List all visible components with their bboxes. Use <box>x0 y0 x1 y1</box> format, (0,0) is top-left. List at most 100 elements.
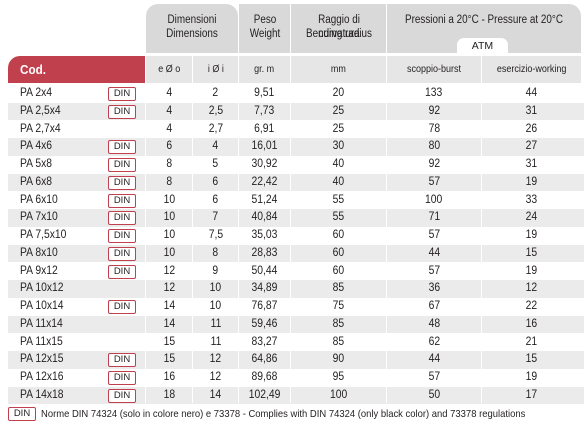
table-row: PA 2,7x4 4 2,7 6,91 25 78 26 <box>8 121 584 139</box>
row-working: 31 <box>525 158 538 170</box>
row-working: 31 <box>525 104 538 117</box>
row-working: 15 <box>525 246 538 259</box>
header-atm-unit: ATM <box>457 38 508 53</box>
row-id: 7,5 <box>208 229 223 241</box>
row-code: PA 11x14 <box>20 317 63 330</box>
footer-note: DIN Norme DIN 74324 (solo in colore nero… <box>8 406 584 422</box>
row-id: 5 <box>212 158 219 170</box>
row-weight: 30,92 <box>251 158 278 170</box>
row-burst: 44 <box>428 353 440 366</box>
row-od: 10 <box>163 229 175 241</box>
row-id: 11 <box>210 335 221 348</box>
row-id: 6 <box>212 175 219 188</box>
row-id: 7 <box>212 211 219 224</box>
row-code: PA 11x15 <box>20 335 63 348</box>
table-row: PA 4x6 DIN 6 4 16,01 30 80 27 <box>8 138 584 156</box>
row-od: 15 <box>163 353 175 366</box>
table-row: PA 10x12 12 10 34,89 85 36 12 <box>8 280 584 298</box>
header-weight-it: Peso <box>253 14 277 26</box>
din-badge: DIN <box>108 104 136 119</box>
row-working: 26 <box>525 122 538 135</box>
row-od: 10 <box>163 211 175 224</box>
row-id: 2,5 <box>208 104 223 117</box>
burst-header: scoppio-burst <box>387 56 481 83</box>
row-radius: 55 <box>332 211 345 224</box>
row-code: PA 12x15 <box>20 353 64 366</box>
row-id: 14 <box>209 388 222 401</box>
row-od: 10 <box>163 193 175 206</box>
din-badge: DIN <box>108 388 136 403</box>
header-bending-en: Bending radius <box>305 28 372 40</box>
table-row: PA 7x10 DIN 10 7 40,84 55 71 24 <box>8 209 584 227</box>
table-row: PA 10x14 DIN 14 10 76,87 75 67 22 <box>8 298 584 316</box>
table-row: PA 6x8 DIN 8 6 22,42 40 57 19 <box>8 173 584 192</box>
row-code: PA 4x6 <box>20 140 53 153</box>
row-code: PA 6x8 <box>20 175 53 188</box>
row-code: PA 2,5x4 <box>20 104 61 117</box>
header-dimensions-it: Dimensioni <box>167 14 217 26</box>
row-code: PA 2x4 <box>20 87 53 99</box>
row-burst: 100 <box>425 193 443 206</box>
table-row: PA 2,5x4 DIN 4 2,5 7,73 25 92 31 <box>8 102 584 121</box>
column-separator <box>238 84 239 403</box>
din-badge: DIN <box>108 87 136 101</box>
row-radius: 85 <box>332 317 345 330</box>
row-radius: 60 <box>332 229 345 241</box>
header-divider <box>238 4 239 53</box>
header-divider <box>290 4 291 53</box>
row-id: 8 <box>212 246 219 259</box>
header-dimensions-tab <box>146 4 238 53</box>
row-burst: 50 <box>428 388 440 401</box>
row-radius: 75 <box>332 300 345 312</box>
din-badge: DIN <box>108 229 136 243</box>
row-weight: 51,24 <box>251 193 278 206</box>
row-radius: 90 <box>332 353 345 366</box>
header-weight-en: Weight <box>249 28 281 40</box>
table-row: PA 11x15 15 11 83,27 85 62 21 <box>8 334 584 352</box>
table-row: PA 6x10 DIN 10 6 51,24 55 100 33 <box>8 192 584 210</box>
row-radius: 60 <box>332 246 345 259</box>
weight-unit-header: gr. m <box>239 56 290 83</box>
row-id: 9 <box>212 264 219 277</box>
column-separator <box>192 84 193 403</box>
row-working: 17 <box>525 388 538 401</box>
row-weight: 6,91 <box>254 122 275 135</box>
row-weight: 83,27 <box>251 335 278 348</box>
row-code: PA 7,5x10 <box>20 229 67 241</box>
row-radius: 25 <box>332 104 345 117</box>
row-radius: 85 <box>332 335 345 348</box>
id-header: i Ø i <box>193 56 238 83</box>
cod-header: Cod. <box>8 56 145 83</box>
row-weight: 22,42 <box>251 175 278 188</box>
table-row: PA 7,5x10 DIN 10 7,5 35,03 60 57 19 <box>8 227 584 245</box>
row-radius: 20 <box>332 87 345 99</box>
row-working: 19 <box>525 229 538 241</box>
row-working: 15 <box>525 353 538 366</box>
row-working: 44 <box>525 87 538 99</box>
row-od: 18 <box>163 388 175 401</box>
cod-label: Cod. <box>20 62 47 77</box>
table-row: PA 2x4 DIN 4 2 9,51 20 133 44 <box>8 85 584 103</box>
row-burst: 57 <box>428 175 440 188</box>
row-id: 12 <box>209 353 222 366</box>
row-code: PA 12x16 <box>20 371 64 383</box>
row-burst: 133 <box>425 87 443 99</box>
row-radius: 55 <box>332 193 345 206</box>
row-working: 33 <box>525 193 538 206</box>
row-weight: 89,68 <box>251 371 278 383</box>
radius-unit-header: mm <box>291 56 386 83</box>
row-weight: 59,46 <box>251 317 278 330</box>
row-radius: 95 <box>332 371 345 383</box>
row-weight: 102,49 <box>248 388 281 401</box>
row-id: 10 <box>209 282 222 295</box>
row-od: 10 <box>163 246 175 259</box>
row-od: 8 <box>166 175 172 188</box>
row-id: 12 <box>209 371 222 383</box>
row-od: 12 <box>163 264 175 277</box>
row-radius: 85 <box>332 282 345 295</box>
row-burst: 71 <box>428 211 440 224</box>
row-od: 4 <box>166 87 172 99</box>
header-divider <box>386 4 387 53</box>
row-burst: 92 <box>428 158 440 170</box>
